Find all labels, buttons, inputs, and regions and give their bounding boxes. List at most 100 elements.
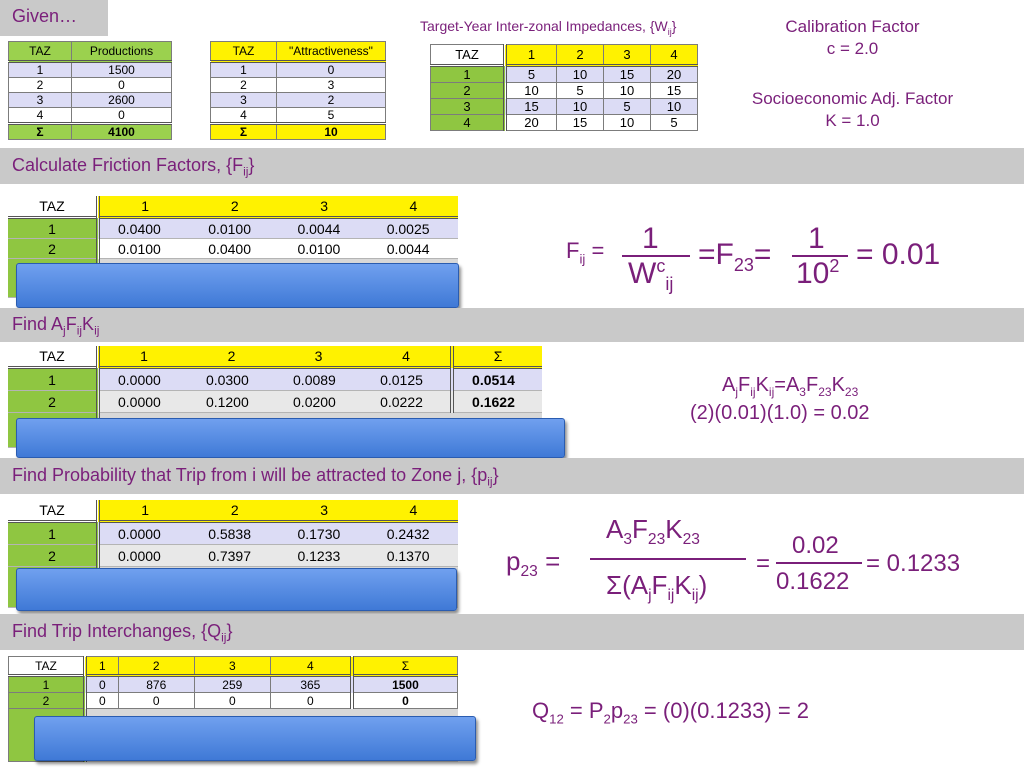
cell: 10 — [603, 82, 651, 99]
cell: 20 — [504, 114, 558, 131]
cell: 0.0000 — [98, 390, 188, 413]
cell: 1 — [210, 61, 277, 78]
row-header: 3 — [430, 98, 507, 115]
col-header: "Attractiveness" — [276, 41, 386, 63]
fraction-line — [792, 255, 848, 257]
col-header: 2 — [190, 196, 280, 219]
row-header: 2 — [8, 544, 100, 567]
cell: 0.1370 — [368, 544, 458, 567]
row-header: 2 — [8, 390, 100, 413]
cell: 0.0089 — [275, 367, 363, 391]
col-header: 3 — [275, 346, 363, 369]
prob-eq-denominator: Σ(AjFijKij) — [606, 570, 708, 605]
cell: 15 — [650, 82, 698, 99]
cell: 3 — [276, 77, 386, 93]
col-header: Productions — [71, 41, 172, 63]
prob-eq-equals: = — [756, 550, 771, 577]
col-header: Σ — [452, 346, 542, 369]
prob-eq-lhs: p23 = — [506, 546, 561, 581]
sum-cell: 10 — [276, 123, 386, 140]
sum-cell: 1500 — [351, 675, 458, 693]
cell: 0 — [276, 61, 386, 78]
cell: 0.1200 — [187, 390, 276, 413]
sum-cell: 0 — [351, 692, 458, 709]
socio-value: K = 1.0 — [825, 111, 880, 130]
fraction-line — [776, 562, 862, 564]
cell: 0.0044 — [368, 238, 458, 259]
col-header: 3 — [193, 656, 271, 677]
cell: 5 — [603, 98, 651, 115]
col-header: 1 — [98, 500, 191, 523]
col-header: 3 — [603, 44, 651, 67]
cell: 10 — [556, 65, 605, 83]
col-header: TAZ — [8, 196, 100, 219]
section-prob-title: Find Probability that Trip from i will b… — [0, 458, 1024, 494]
calibration-label: Calibration Factor — [785, 17, 920, 36]
cell: 0.0125 — [362, 367, 455, 391]
col-header: 3 — [279, 196, 369, 219]
cell: 0.0000 — [98, 521, 191, 545]
col-header: 1 — [504, 44, 558, 67]
col-header: 4 — [650, 44, 698, 67]
row-header: 4 — [430, 114, 507, 131]
cell: 0 — [71, 77, 172, 93]
cell: 0 — [117, 692, 195, 709]
cell: 0.7397 — [190, 544, 280, 567]
sum-cell: Σ — [8, 123, 72, 140]
cell: 10 — [556, 98, 605, 115]
col-header: TAZ — [8, 346, 100, 369]
cell: 0.2432 — [368, 521, 458, 545]
row-header: 2 — [430, 82, 507, 99]
cell: 10 — [603, 114, 651, 131]
prob-table: TAZ 1 2 3 4 1 0.0000 0.5838 0.1730 0.2432 2 0.000… — [8, 500, 458, 608]
row-header: 1 — [8, 367, 100, 391]
cell: 0 — [269, 692, 354, 709]
row-header: 1 — [8, 675, 87, 693]
cell: 0.1233 — [279, 544, 369, 567]
col-header: 2 — [117, 656, 195, 677]
cell: 0.0100 — [190, 217, 280, 239]
cell: 2600 — [71, 92, 172, 108]
prob-eq-n2: 0.02 — [792, 532, 839, 559]
cover-box — [34, 716, 476, 761]
cell: 15 — [603, 65, 651, 83]
cell: 259 — [193, 675, 271, 693]
col-header: 2 — [556, 44, 605, 67]
cell: 0.0100 — [98, 238, 191, 259]
cell: 0 — [84, 675, 119, 693]
col-header: 4 — [368, 196, 458, 219]
cell: 0.0400 — [190, 238, 280, 259]
col-header: 2 — [187, 346, 276, 369]
friction-eq-f23: =F23= — [698, 238, 772, 275]
calibration-block: Calibration Factor c = 2.0 Socioeconomic… — [750, 16, 955, 132]
cell: 5 — [556, 82, 605, 99]
cell: 0 — [193, 692, 271, 709]
col-header: 2 — [190, 500, 280, 523]
cell: 3 — [8, 92, 72, 108]
afk-eq-line2: (2)(0.01)(1.0) = 0.02 — [690, 402, 870, 424]
cell: 15 — [504, 98, 558, 115]
cell: 0.0300 — [187, 367, 276, 391]
cell: 0 — [84, 692, 119, 709]
cell: 15 — [556, 114, 605, 131]
cell: 365 — [269, 675, 354, 693]
cell: 2 — [276, 92, 386, 108]
calibration-value: c = 2.0 — [826, 39, 879, 58]
cell: 0.0200 — [275, 390, 363, 413]
section-afk-title: Find AjFijKij — [0, 308, 1024, 342]
friction-eq-denominator2: 102 — [796, 256, 840, 290]
col-header: 1 — [98, 346, 188, 369]
col-header: TAZ — [8, 500, 100, 523]
cell: 10 — [650, 98, 698, 115]
col-header: 4 — [269, 656, 354, 677]
prob-eq-result: = 0.1233 — [866, 550, 961, 577]
cell: 5 — [276, 107, 386, 125]
row-header: 1 — [8, 217, 100, 239]
sum-cell: 4100 — [71, 123, 172, 140]
impedance-table: TAZ 1 2 3 4 1 5 10 15 20 2 10 5 10 15 3 15 10 5 10 4 20 15… — [430, 44, 698, 131]
cell: 0.1730 — [279, 521, 369, 545]
col-header: 3 — [279, 500, 369, 523]
section-friction-title: Calculate Friction Factors, {Fij} — [0, 148, 1024, 184]
